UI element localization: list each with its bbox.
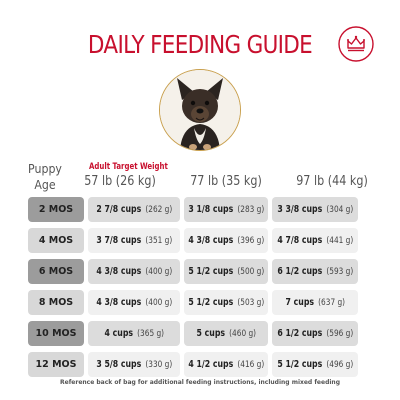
amount-cell: 4 cups (365 g) [88, 321, 180, 346]
cups-value: 4 1/2 cups [188, 359, 233, 370]
grams-value: (500 g) [237, 267, 264, 277]
grams-value: (304 g) [326, 205, 353, 215]
cups-value: 7 cups [285, 297, 314, 308]
cups-value: 4 7/8 cups [277, 235, 322, 246]
cups-value: 5 cups [196, 328, 225, 339]
weight-column-header: 97 lb (44 kg) [296, 174, 368, 189]
grams-value: (396 g) [237, 236, 264, 246]
cups-value: 3 5/8 cups [96, 359, 141, 370]
cups-value: 5 1/2 cups [277, 359, 322, 370]
page-title: DAILY FEEDING GUIDE [87, 30, 313, 59]
table-row: 12 MOS 3 5/8 cups (330 g) 4 1/2 cups (41… [28, 352, 358, 377]
amount-cell: 4 7/8 cups (441 g) [272, 228, 358, 253]
puppy-age-header: Puppy Age [28, 161, 62, 192]
amount-cell: 3 1/8 cups (283 g) [184, 197, 268, 222]
age-cell: 4 MOS [28, 228, 84, 253]
grams-value: (400 g) [145, 267, 172, 277]
cups-value: 6 1/2 cups [277, 266, 322, 277]
cups-value: 5 1/2 cups [188, 266, 233, 277]
amount-cell: 5 1/2 cups (496 g) [272, 352, 358, 377]
grams-value: (593 g) [326, 267, 353, 277]
grams-value: (283 g) [237, 205, 264, 215]
grams-value: (460 g) [228, 329, 256, 339]
grams-value: (330 g) [145, 360, 172, 370]
amount-cell: 4 1/2 cups (416 g) [184, 352, 268, 377]
adult-target-weight-label: Adult Target Weight [89, 162, 168, 172]
age-cell: 10 MOS [28, 321, 84, 346]
amount-cell: 6 1/2 cups (596 g) [272, 321, 358, 346]
amount-cell: 3 5/8 cups (330 g) [88, 352, 180, 377]
grams-value: (262 g) [145, 205, 172, 215]
cups-value: 3 3/8 cups [277, 204, 322, 215]
grams-value: (441 g) [326, 236, 353, 246]
cups-value: 5 1/2 cups [188, 297, 233, 308]
puppy-illustration [160, 70, 240, 150]
cups-value: 4 3/8 cups [188, 235, 233, 246]
grams-value: (400 g) [145, 298, 172, 308]
crown-logo-icon [338, 26, 374, 62]
grams-value: (637 g) [317, 298, 345, 308]
amount-cell: 3 7/8 cups (351 g) [88, 228, 180, 253]
amount-cell: 2 7/8 cups (262 g) [88, 197, 180, 222]
cups-value: 3 1/8 cups [188, 204, 233, 215]
grams-value: (351 g) [145, 236, 172, 246]
amount-cell: 4 3/8 cups (396 g) [184, 228, 268, 253]
amount-cell: 5 1/2 cups (503 g) [184, 290, 268, 315]
puppy-photo [159, 69, 241, 151]
cups-value: 4 cups [104, 328, 133, 339]
weight-column-header: 57 lb (26 kg) [84, 174, 156, 189]
age-cell: 8 MOS [28, 290, 84, 315]
amount-cell: 4 3/8 cups (400 g) [88, 290, 180, 315]
amount-cell: 6 1/2 cups (593 g) [272, 259, 358, 284]
amount-cell: 5 1/2 cups (500 g) [184, 259, 268, 284]
table-row: 4 MOS 3 7/8 cups (351 g) 4 3/8 cups (396… [28, 228, 358, 253]
amount-cell: 4 3/8 cups (400 g) [88, 259, 180, 284]
cups-value: 2 7/8 cups [96, 204, 141, 215]
age-cell: 6 MOS [28, 259, 84, 284]
table-row: 2 MOS 2 7/8 cups (262 g) 3 1/8 cups (283… [28, 197, 358, 222]
grams-value: (416 g) [237, 360, 264, 370]
table-row: 8 MOS 4 3/8 cups (400 g) 5 1/2 cups (503… [28, 290, 358, 315]
amount-cell: 5 cups (460 g) [184, 321, 268, 346]
footnote: Reference back of bag for additional fee… [60, 379, 340, 386]
table-row: 10 MOS 4 cups (365 g) 5 cups (460 g) 6 1… [28, 321, 358, 346]
cups-value: 6 1/2 cups [277, 328, 322, 339]
grams-value: (503 g) [237, 298, 264, 308]
grams-value: (596 g) [326, 329, 353, 339]
age-cell: 12 MOS [28, 352, 84, 377]
cups-value: 4 3/8 cups [96, 266, 141, 277]
cups-value: 3 7/8 cups [96, 235, 141, 246]
weight-column-header: 77 lb (35 kg) [190, 174, 262, 189]
cups-value: 4 3/8 cups [96, 297, 141, 308]
grams-value: (365 g) [136, 329, 164, 339]
table-row: 6 MOS 4 3/8 cups (400 g) 5 1/2 cups (500… [28, 259, 358, 284]
age-cell: 2 MOS [28, 197, 84, 222]
amount-cell: 3 3/8 cups (304 g) [272, 197, 358, 222]
grams-value: (496 g) [326, 360, 353, 370]
amount-cell: 7 cups (637 g) [272, 290, 358, 315]
